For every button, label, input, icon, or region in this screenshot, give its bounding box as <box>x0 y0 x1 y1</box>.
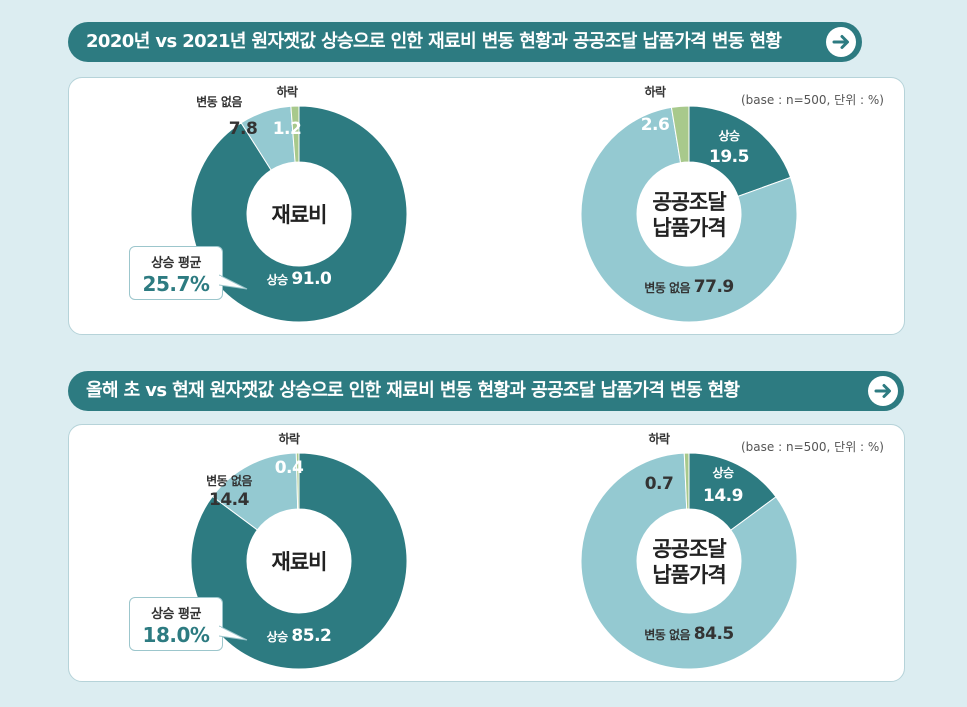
avg-callout-value: 25.7% <box>142 272 210 296</box>
slice-category-label: 하락 <box>278 431 300 446</box>
donut-hole <box>248 163 350 265</box>
section-1-header: 2020년 vs 2021년 원자잿값 상승으로 인한 재료비 변동 현황과 공… <box>68 22 862 62</box>
unit-note: (base : n=500, 단위 : %) <box>741 93 884 107</box>
slice-value-label: 2.6 <box>641 115 670 135</box>
slice-label: 상승 91.0 <box>267 269 332 289</box>
slice-up <box>190 105 408 323</box>
slice-value-label: 7.8 <box>229 119 258 139</box>
avg-callout: 상승 평균 18.0% <box>129 597 223 651</box>
section-2-title: 올해 초 vs 현재 원자잿값 상승으로 인한 재료비 변동 현황과 공공조달 … <box>86 380 740 401</box>
callout-tail <box>219 625 248 641</box>
center-label: 재료비 <box>272 203 327 227</box>
avg-callout: 상승 평균 25.7% <box>129 246 223 300</box>
callout-tail <box>219 274 248 290</box>
slice-category-label: 하락 <box>276 84 298 99</box>
slice-up <box>688 105 792 198</box>
avg-callout-label: 상승 평균 <box>151 256 201 271</box>
slice-category-label: 하락 <box>644 84 666 99</box>
avg-callout-value: 18.0% <box>142 623 210 647</box>
slice-down <box>683 452 690 510</box>
donut-hole <box>638 510 740 612</box>
slice-label: 상승 85.2 <box>267 626 332 646</box>
slice-down <box>670 105 690 164</box>
slice-label: 변동 없음 77.9 <box>644 277 733 297</box>
center-label: 공공조달 <box>652 537 726 561</box>
slice-category-label: 하락 <box>648 431 670 446</box>
slice-up <box>190 452 408 670</box>
arrow-right-icon <box>874 384 891 398</box>
section-2-header: 올해 초 vs 현재 원자잿값 상승으로 인한 재료비 변동 현황과 공공조달 … <box>68 371 904 411</box>
slice-category-label: 상승 <box>718 128 740 143</box>
slice-category-label: 상승 <box>712 465 734 480</box>
section-1-arrow-button[interactable] <box>826 27 856 57</box>
slice-value-label: 0.4 <box>275 458 304 478</box>
center-label: 공공조달 <box>652 190 726 214</box>
center-label: 납품가격 <box>652 563 725 587</box>
unit-note: (base : n=500, 단위 : %) <box>741 440 884 454</box>
donut-hole <box>248 510 350 612</box>
slice-down <box>295 452 300 510</box>
center-label: 납품가격 <box>652 216 725 240</box>
avg-callout-label: 상승 평균 <box>151 607 201 622</box>
slice-value-label: 14.4 <box>209 490 250 510</box>
slice-label: 변동 없음 84.5 <box>644 624 733 644</box>
slice-value-label: 14.9 <box>703 486 743 506</box>
slice-value-label: 19.5 <box>709 147 749 167</box>
slice-unchanged <box>580 452 798 670</box>
center-label: 재료비 <box>272 550 327 574</box>
section-1-title: 2020년 vs 2021년 원자잿값 상승으로 인한 재료비 변동 현황과 공… <box>86 31 782 52</box>
slice-down <box>290 105 300 163</box>
slice-category-label: 변동 없음 <box>196 94 242 109</box>
arrow-right-icon <box>832 35 849 49</box>
donut-hole <box>638 163 740 265</box>
slice-value-label: 1.2 <box>273 119 302 139</box>
slice-value-label: 0.7 <box>645 474 674 494</box>
slice-category-label: 변동 없음 <box>206 473 252 488</box>
section-2-arrow-button[interactable] <box>868 376 898 406</box>
slice-unchanged <box>580 106 798 323</box>
